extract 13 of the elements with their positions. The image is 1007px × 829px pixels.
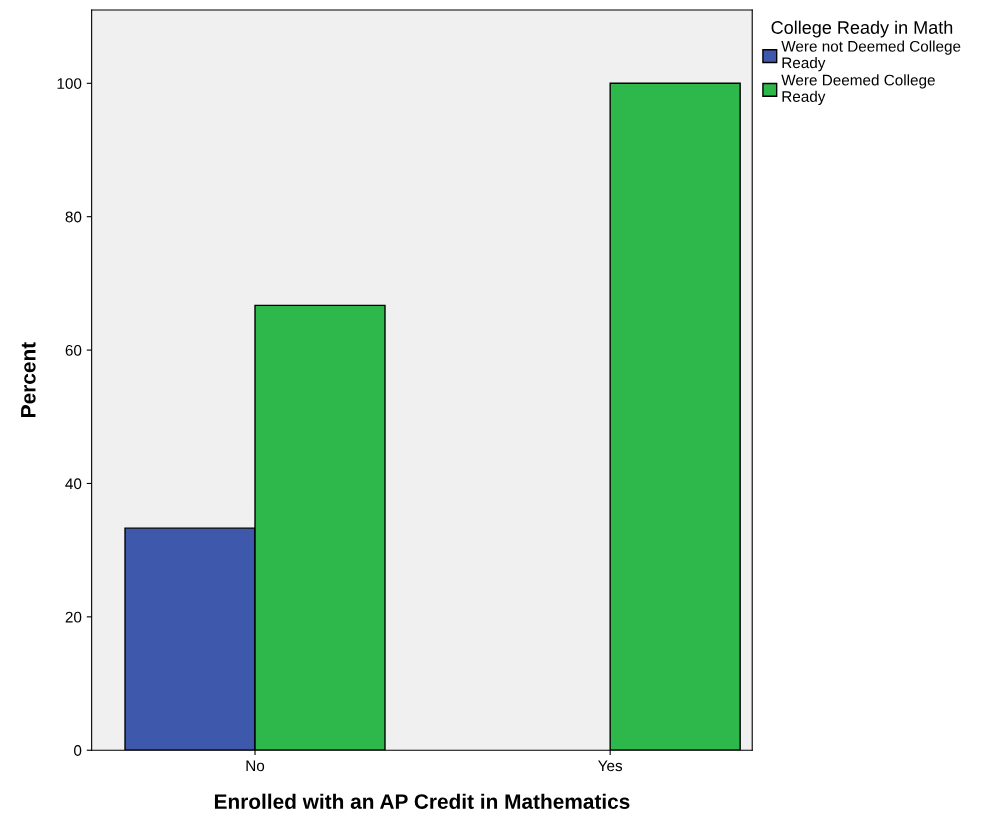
x-axis-title: Enrolled with an AP Credit in Mathematics — [214, 793, 630, 809]
y-axis-title: Percent — [21, 342, 36, 417]
y-tick-label: 60 — [65, 344, 82, 356]
legend-title: College Ready in Math — [771, 20, 953, 38]
y-tick-label: 100 — [57, 78, 82, 89]
x-tick-label: No — [246, 760, 265, 772]
legend-label: Were Deemed College Ready — [781, 74, 935, 105]
y-tick-label: 40 — [65, 478, 82, 490]
y-tick-label: 20 — [65, 611, 82, 623]
x-tick-label: Yes — [598, 760, 623, 772]
legend-label: Were not Deemed College Ready — [781, 40, 961, 72]
y-tick-label: 0 — [74, 745, 82, 756]
y-tick-label: 80 — [65, 211, 82, 223]
